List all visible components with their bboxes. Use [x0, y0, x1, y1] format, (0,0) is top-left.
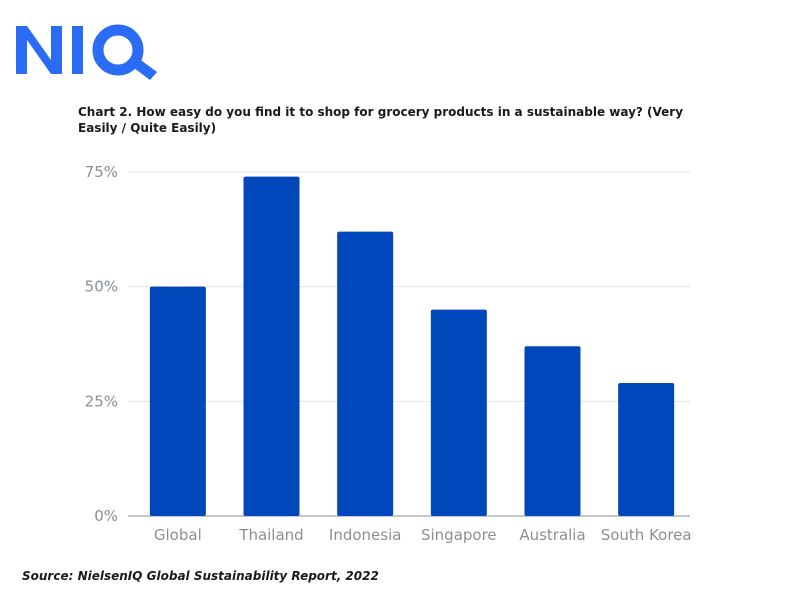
- y-axis-ticks: 0% 25% 50% 75%: [85, 163, 118, 525]
- logo-letter-n: [16, 26, 62, 74]
- x-category-label: Global: [154, 526, 202, 544]
- x-category-label: Singapore: [421, 526, 497, 544]
- y-tick-label: 50%: [85, 278, 118, 296]
- source-note: Source: NielsenIQ Global Sustainability …: [22, 569, 379, 583]
- x-category-label: Indonesia: [329, 526, 402, 544]
- bar-indonesia: [337, 231, 394, 517]
- bar-singapore: [430, 309, 487, 516]
- bar-australia: [524, 346, 581, 516]
- x-axis-labels: Global Thailand Indonesia Singapore Australi…: [154, 526, 692, 544]
- bars: [149, 176, 675, 517]
- niq-logo: [16, 24, 157, 80]
- y-tick-label: 25%: [85, 392, 118, 410]
- bar-thailand: [243, 176, 300, 516]
- x-category-label: South Korea: [601, 526, 692, 544]
- x-category-label: Thailand: [238, 526, 303, 544]
- x-category-label: Australia: [519, 526, 585, 544]
- chart-title: Chart 2. How easy do you find it to shop…: [78, 105, 684, 135]
- logo-letter-q: [92, 24, 157, 80]
- bar-global: [149, 286, 206, 516]
- y-tick-label: 75%: [85, 163, 118, 181]
- logo-letter-i: [72, 26, 83, 74]
- y-tick-label: 0%: [94, 507, 118, 525]
- bar-south-korea: [618, 382, 675, 516]
- gridlines: [128, 171, 690, 517]
